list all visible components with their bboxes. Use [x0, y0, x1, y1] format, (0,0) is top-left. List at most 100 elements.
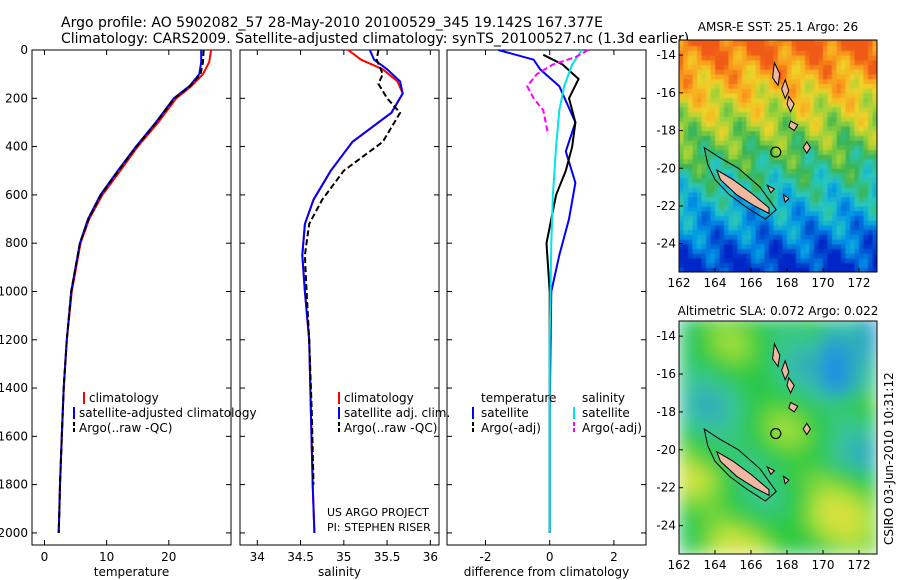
map-cell: [836, 55, 842, 61]
map-cell: [854, 139, 860, 146]
map-cell: [845, 64, 851, 70]
map-cell: [773, 45, 779, 51]
map-cell: [823, 111, 829, 117]
map-cell: [854, 55, 860, 61]
map-cell: [683, 102, 689, 108]
map-cell: [728, 78, 734, 84]
map-cell: [733, 426, 739, 432]
map-cell: [800, 182, 806, 188]
map-cell: [782, 482, 788, 489]
map-cell: [710, 83, 716, 89]
map-cell: [719, 440, 725, 446]
x-tick-label: 172: [848, 276, 871, 290]
map-cell: [791, 440, 797, 446]
map-cell: [787, 191, 793, 198]
map-cell: [868, 158, 874, 165]
map-cell: [715, 144, 721, 150]
map-cell: [832, 340, 838, 347]
map-cell: [868, 336, 874, 342]
map-cell: [733, 454, 739, 460]
map-cell: [733, 106, 739, 113]
map-cell: [850, 331, 856, 337]
map-cell: [737, 359, 743, 366]
map-cell: [688, 426, 694, 432]
map-cell: [760, 435, 766, 441]
map-cell: [719, 215, 725, 221]
map-cell: [733, 511, 739, 517]
map-cell: [728, 478, 734, 484]
map-cell: [796, 40, 802, 47]
map-cell: [832, 163, 838, 169]
map-cell: [778, 492, 784, 498]
map-cell: [769, 359, 775, 366]
map-cell: [724, 492, 730, 498]
map-cell: [683, 220, 689, 226]
map-cell: [773, 336, 779, 342]
map-cell: [679, 201, 685, 207]
map-cell: [863, 383, 869, 389]
map-cell: [872, 530, 877, 536]
map-cell: [863, 191, 869, 198]
map-cell: [863, 359, 869, 366]
map-cell: [845, 238, 851, 245]
map-cell: [796, 130, 802, 136]
map-cell: [796, 397, 802, 404]
map-cell: [728, 111, 734, 117]
map-cell: [787, 482, 793, 489]
map-cell: [863, 154, 869, 160]
map-cell: [796, 45, 802, 51]
map-cell: [827, 478, 833, 484]
map-cell: [850, 430, 856, 437]
map-cell: [787, 158, 793, 165]
map-cell: [764, 426, 770, 432]
map-cell: [764, 172, 770, 179]
map-cell: [688, 88, 694, 94]
map-cell: [755, 374, 761, 380]
map-cell: [827, 482, 833, 489]
map-cell: [724, 262, 730, 268]
map-cell: [782, 402, 788, 408]
map-cell: [787, 59, 793, 66]
map-cell: [782, 125, 788, 132]
map-cell: [733, 402, 739, 408]
map-cell: [872, 440, 877, 446]
map-cell: [850, 40, 856, 42]
map-cell: [715, 191, 721, 198]
map-cell: [728, 267, 734, 272]
sst-map: 162 164 166 168 170 172-14-16-18-20-22-24: [656, 39, 878, 290]
map-cell: [733, 262, 739, 268]
map-cell: [823, 355, 829, 361]
map-cell: [688, 416, 694, 422]
map-cell: [872, 430, 877, 437]
map-cell: [679, 238, 685, 245]
map-cell: [760, 340, 766, 347]
map-cell: [854, 267, 860, 272]
map-cell: [796, 88, 802, 94]
map-cell: [800, 402, 806, 408]
map-cell: [701, 50, 707, 56]
map-cell: [724, 421, 730, 427]
map-cell: [841, 201, 847, 207]
map-cell: [809, 234, 815, 240]
map-cell: [823, 464, 829, 470]
map-cell: [710, 64, 716, 70]
map-cell: [746, 50, 752, 56]
map-cell: [782, 487, 788, 494]
map-cell: [863, 345, 869, 351]
map-cell: [809, 445, 815, 451]
map-cell: [796, 210, 802, 217]
map-cell: [760, 369, 766, 375]
map-cell: [827, 355, 833, 361]
map-cell: [800, 421, 806, 427]
map-cell: [827, 435, 833, 441]
map-cell: [764, 331, 770, 337]
map-cell: [710, 397, 716, 404]
map-cell: [782, 205, 788, 212]
map-cell: [769, 139, 775, 146]
map-cell: [854, 511, 860, 517]
map-cell: [764, 50, 770, 56]
map-cell: [773, 50, 779, 56]
map-cell: [863, 83, 869, 89]
map-cell: [836, 111, 842, 117]
map-cell: [737, 135, 743, 141]
